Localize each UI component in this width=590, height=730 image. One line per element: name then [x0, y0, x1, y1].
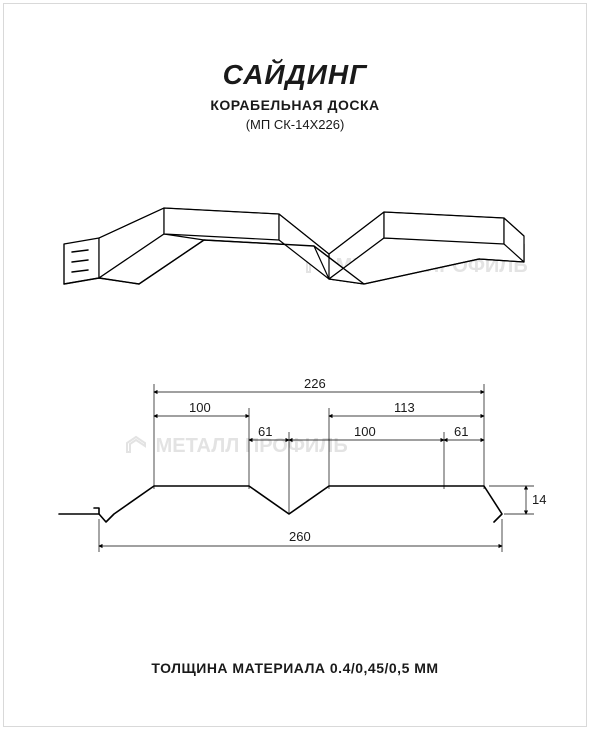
dim-slope-2: 61	[454, 424, 468, 439]
header-block: САЙДИНГ КОРАБЕЛЬНАЯ ДОСКА (МП СК-14Х226)	[4, 59, 586, 132]
cross-section-drawing: 226 100 113 61 100 61 260 14	[44, 374, 554, 574]
isometric-drawing	[44, 184, 554, 324]
title: САЙДИНГ	[4, 59, 586, 91]
dim-top-flat-2: 113	[394, 400, 415, 415]
subtitle: КОРАБЕЛЬНАЯ ДОСКА	[4, 97, 586, 113]
dim-slope-1: 61	[258, 424, 272, 439]
dim-rib-height: 14	[532, 492, 546, 507]
dim-top-flat-1: 100	[189, 400, 211, 415]
dim-full-width: 260	[289, 529, 311, 544]
dim-bottom-flat: 100	[354, 424, 376, 439]
dim-overall-span: 226	[304, 376, 326, 391]
footer-text: ТОЛЩИНА МАТЕРИАЛА 0.4/0,45/0,5 ММ	[4, 660, 586, 676]
model-code: (МП СК-14Х226)	[4, 117, 586, 132]
